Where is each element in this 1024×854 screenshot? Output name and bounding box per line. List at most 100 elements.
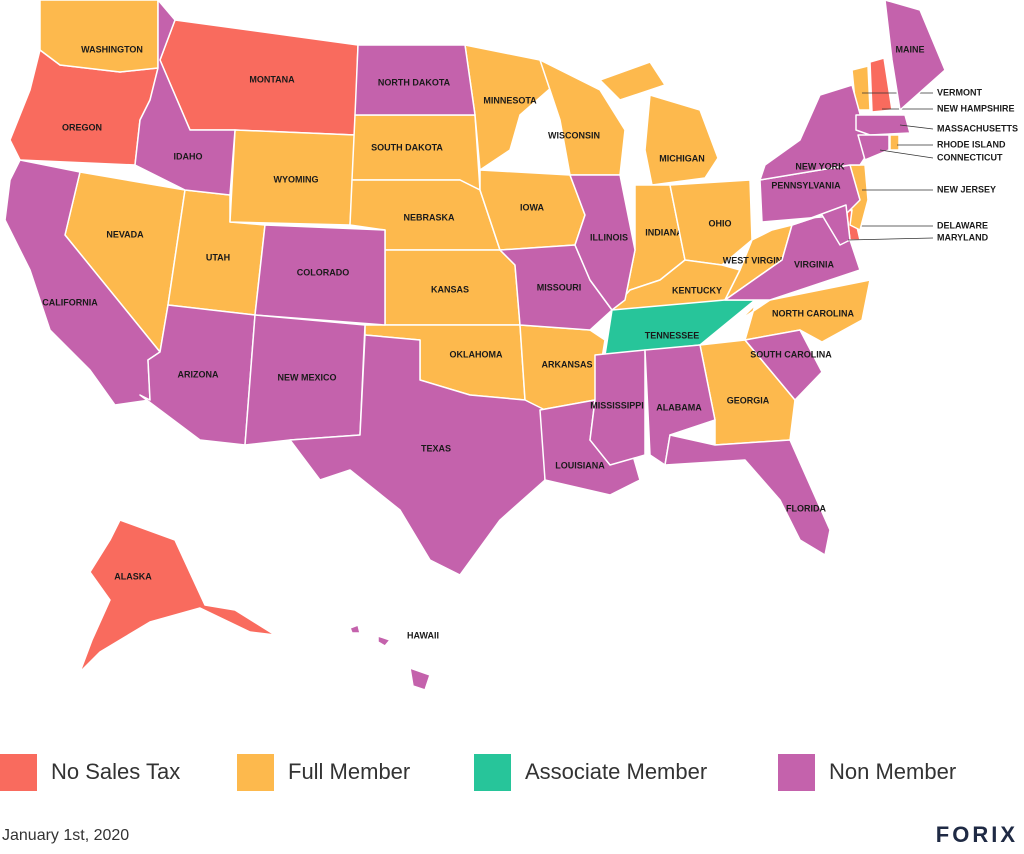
state: NEW HAMPSHIRE <box>869 57 1015 113</box>
state: MISSISSIPPI <box>589 349 646 466</box>
legend-swatch <box>778 754 815 791</box>
state-shape <box>857 134 890 161</box>
state-shape <box>377 635 391 647</box>
state-label: WEST VIRGINIA <box>723 255 792 265</box>
state: MARYLAND <box>791 204 989 246</box>
state-label: MISSOURI <box>537 282 582 292</box>
state: HAWAII <box>349 624 439 691</box>
state: ILLINOIS <box>569 174 636 311</box>
state-label: MINNESOTA <box>483 95 537 105</box>
state-shape <box>644 94 719 186</box>
state-label: INDIANA <box>645 227 683 237</box>
state-shape <box>664 434 831 556</box>
state-label: MONTANA <box>249 74 295 84</box>
state-shape <box>604 299 756 356</box>
state: CONNECTICUT <box>857 134 1003 162</box>
state: RHODE ISLAND <box>889 134 1006 151</box>
state-shape <box>134 0 236 196</box>
state-label: NEBRASKA <box>403 212 455 222</box>
state-label: MISSISSIPPI <box>590 400 644 410</box>
state-shape <box>254 224 386 326</box>
state-label: VIRGINIA <box>794 259 835 269</box>
state-shape <box>569 174 636 311</box>
state-label: TEXAS <box>421 443 451 453</box>
state-shape <box>739 279 871 343</box>
state-label: IOWA <box>520 202 544 212</box>
state-label: NEW HAMPSHIRE <box>937 103 1015 113</box>
date: January 1st, 2020 <box>2 827 129 844</box>
state-shape <box>79 519 276 673</box>
state-shape <box>669 179 753 266</box>
state-label: TENNESSEE <box>645 330 700 340</box>
state-shape <box>289 334 546 576</box>
state: KANSAS <box>384 249 521 326</box>
state: MAINE <box>884 0 946 111</box>
state: MASSACHUSETTS <box>855 114 1018 136</box>
state: WASHINGTON <box>39 0 159 73</box>
state-label: SOUTH CAROLINA <box>750 349 832 359</box>
state-label: LOUISIANA <box>555 460 605 470</box>
state-shape <box>791 204 851 246</box>
state: IOWA <box>479 169 586 251</box>
state: ARKANSAS <box>519 324 606 411</box>
legend-label: Associate Member <box>525 759 707 784</box>
state-label: OHIO <box>708 218 731 228</box>
legend-label: No Sales Tax <box>51 759 180 784</box>
state-label: MASSACHUSETTS <box>937 123 1018 133</box>
state: FLORIDA <box>664 434 831 556</box>
state: WYOMING <box>229 129 356 226</box>
state-shape <box>351 114 481 191</box>
state: OHIO <box>669 179 753 266</box>
state-label: ARIZONA <box>178 369 219 379</box>
legend-label: Full Member <box>288 759 410 784</box>
state: NORTH DAKOTA <box>354 44 476 116</box>
state-label: NEW MEXICO <box>277 372 336 382</box>
state-shape <box>869 57 893 113</box>
state-label: MAINE <box>896 44 925 54</box>
legend-swatch <box>0 754 37 791</box>
state-shape <box>599 61 666 101</box>
state-shape <box>4 159 161 406</box>
state-label: ARKANSAS <box>541 359 592 369</box>
state-label: DELAWARE <box>937 220 988 230</box>
state-label: NORTH DAKOTA <box>378 77 451 87</box>
state-label: COLORADO <box>297 267 350 277</box>
state: NORTH CAROLINA <box>739 279 871 343</box>
state-shape <box>884 0 946 111</box>
leader-line <box>847 237 934 241</box>
state-label: VERMONT <box>937 87 983 97</box>
state-shape <box>744 329 823 401</box>
state-label: NORTH CAROLINA <box>772 308 854 318</box>
state-label: KANSAS <box>431 284 469 294</box>
state-shape <box>855 114 911 136</box>
state-shape <box>39 0 159 73</box>
state-label: GEORGIA <box>727 395 770 405</box>
state-label: SOUTH DAKOTA <box>371 142 443 152</box>
state-label: IDAHO <box>174 151 203 161</box>
state-label: WISCONSIN <box>548 130 600 140</box>
state: ALASKA <box>79 519 276 673</box>
legend-swatch <box>237 754 274 791</box>
state-label: WYOMING <box>274 174 319 184</box>
state-label: WASHINGTON <box>81 44 143 54</box>
state-shape <box>354 44 476 116</box>
state-label: NEW YORK <box>795 161 845 171</box>
state: NEW MEXICO <box>244 314 366 446</box>
state-label: HAWAII <box>407 630 439 640</box>
state-label: CALIFORNIA <box>42 297 98 307</box>
state-label: NEW JERSEY <box>937 184 996 194</box>
state-label: OREGON <box>62 122 102 132</box>
logo: FORIX <box>936 822 1018 847</box>
state-label: MARYLAND <box>937 232 989 242</box>
state: SOUTH CAROLINA <box>744 329 832 401</box>
state: SOUTH DAKOTA <box>351 114 481 191</box>
state-label: UTAH <box>206 252 230 262</box>
state-label: PENNSYLVANIA <box>771 180 841 190</box>
leader-line <box>879 149 934 159</box>
state-shape <box>889 134 900 151</box>
state-shape <box>349 624 361 634</box>
legend-label: Non Member <box>829 759 956 784</box>
state: MICHIGAN <box>599 61 719 186</box>
state-label: ALABAMA <box>656 402 702 412</box>
